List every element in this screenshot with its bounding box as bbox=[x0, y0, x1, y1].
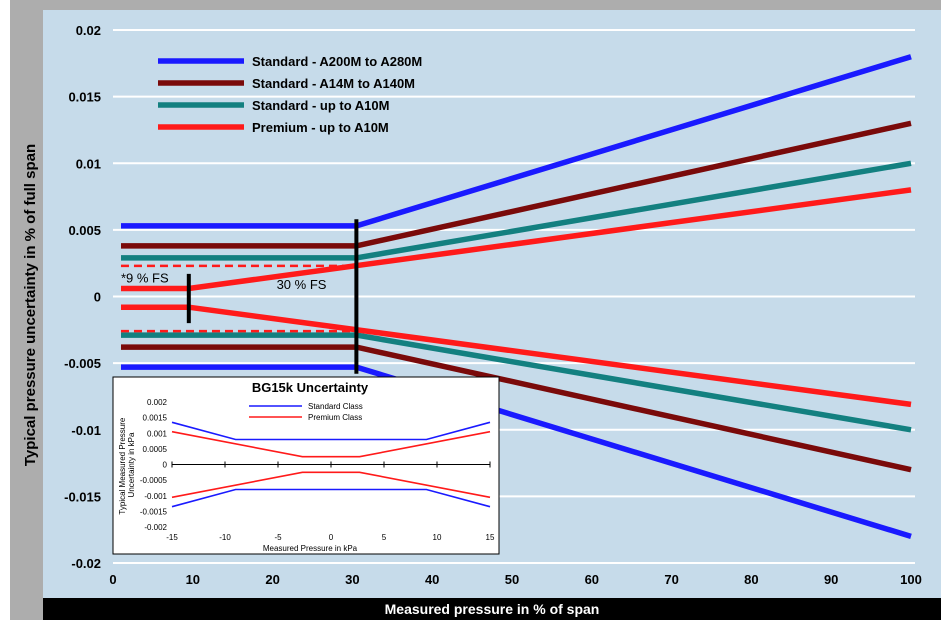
x-axis-label: Measured pressure in % of span bbox=[385, 601, 600, 617]
x-tick-label: 30 bbox=[345, 572, 359, 587]
y-tick-label: 0.015 bbox=[68, 90, 101, 105]
x-tick-label: 20 bbox=[265, 572, 279, 587]
inset-y-tick-label: 0.001 bbox=[147, 429, 168, 438]
y-axis-ticks: 0.02 0.015 0.01 0.005 0 -0.005 -0.01 -0.015 -0.0… bbox=[64, 23, 101, 571]
x-tick-label: 80 bbox=[744, 572, 758, 587]
inset-series bbox=[171, 421, 491, 508]
inset-series-line-upper bbox=[171, 430, 491, 458]
legend-label: Standard - A14M to A140M bbox=[252, 76, 415, 91]
inset-legend-label: Premium Class bbox=[308, 413, 362, 422]
x-tick-label: 100 bbox=[900, 572, 922, 587]
x-axis-ticks: 0 10 20 30 40 50 60 70 80 90 100 bbox=[109, 572, 921, 587]
inset-series-line-lower bbox=[171, 471, 491, 499]
inset-x-tick-label: 10 bbox=[433, 533, 442, 542]
inset-x-tick-label: 0 bbox=[329, 533, 334, 542]
inset-y-axis-label-line-1: Typical Measured Pressure bbox=[118, 417, 127, 514]
annotations: *9 % FS 30 % FS bbox=[121, 271, 327, 293]
y-tick-label: -0.005 bbox=[64, 356, 101, 371]
inset-ticks: -15 -10 -5 0 5 10 15 0.002 0.0015 0.001 0.0005 0 -0.… bbox=[140, 398, 495, 542]
inset-x-tick-label: 15 bbox=[486, 533, 495, 542]
y-tick-label: -0.015 bbox=[64, 489, 101, 504]
y-tick-label: -0.01 bbox=[71, 423, 101, 438]
y-tick-label: -0.02 bbox=[71, 556, 101, 571]
inset-y-tick-label: 0.0005 bbox=[143, 445, 168, 454]
inset-y-tick-label: 0.002 bbox=[147, 398, 168, 407]
y-tick-label: 0 bbox=[94, 290, 101, 305]
annotation-text: 30 % FS bbox=[277, 277, 327, 292]
inset-y-tick-label: 0.0015 bbox=[143, 414, 168, 423]
inset-x-tick-label: -5 bbox=[274, 533, 282, 542]
inset-chart: BG15k Uncertainty Measured Pressure in k… bbox=[112, 376, 500, 555]
inset-x-tick-label: -15 bbox=[166, 533, 178, 542]
inset-background bbox=[112, 376, 500, 555]
y-axis-label: Typical pressure uncertainty in % of ful… bbox=[22, 144, 39, 466]
inset-legend-label: Standard Class bbox=[308, 402, 363, 411]
inset-x-tick-label: 5 bbox=[382, 533, 387, 542]
inset-x-axis-label: Measured Pressure in kPa bbox=[263, 544, 358, 553]
legend-label: Premium - up to A10M bbox=[252, 120, 389, 135]
y-tick-label: 0.005 bbox=[68, 223, 101, 238]
y-tick-label: 0.02 bbox=[76, 23, 101, 38]
inset-legend: Standard Class Premium Class bbox=[249, 402, 363, 422]
inset-y-tick-label: -0.0015 bbox=[140, 507, 168, 516]
inset-y-tick-label: 0 bbox=[163, 461, 168, 470]
x-tick-label: 0 bbox=[109, 572, 116, 587]
x-tick-label: 90 bbox=[824, 572, 838, 587]
y-tick-label: 0.01 bbox=[76, 156, 101, 171]
inset-series-line-upper bbox=[171, 421, 491, 441]
annotation-text: *9 % FS bbox=[121, 271, 169, 286]
inset-y-tick-label: -0.001 bbox=[144, 492, 167, 501]
legend-label: Standard - up to A10M bbox=[252, 98, 389, 113]
legend-label: Standard - A200M to A280M bbox=[252, 54, 422, 69]
x-tick-label: 50 bbox=[505, 572, 519, 587]
x-tick-label: 10 bbox=[186, 572, 200, 587]
inset-y-axis-label: Typical Measured Pressure Uncertainty in… bbox=[118, 415, 136, 514]
legend: Standard - A200M to A280M Standard - A14M… bbox=[158, 54, 422, 135]
inset-y-tick-label: -0.002 bbox=[144, 523, 167, 532]
x-tick-label: 40 bbox=[425, 572, 439, 587]
x-axis-bar bbox=[43, 598, 941, 620]
inset-x-tick-label: -10 bbox=[219, 533, 231, 542]
inset-y-tick-label: -0.0005 bbox=[140, 476, 168, 485]
x-tick-label: 70 bbox=[664, 572, 678, 587]
inset-y-axis-label-line-2: Uncertainty in kPa bbox=[127, 432, 136, 497]
x-tick-label: 60 bbox=[585, 572, 599, 587]
inset-series-line-lower bbox=[171, 488, 491, 508]
marker-lines bbox=[186, 219, 359, 374]
inset-title: BG15k Uncertainty bbox=[252, 380, 369, 395]
dashed-levels bbox=[120, 264, 357, 333]
